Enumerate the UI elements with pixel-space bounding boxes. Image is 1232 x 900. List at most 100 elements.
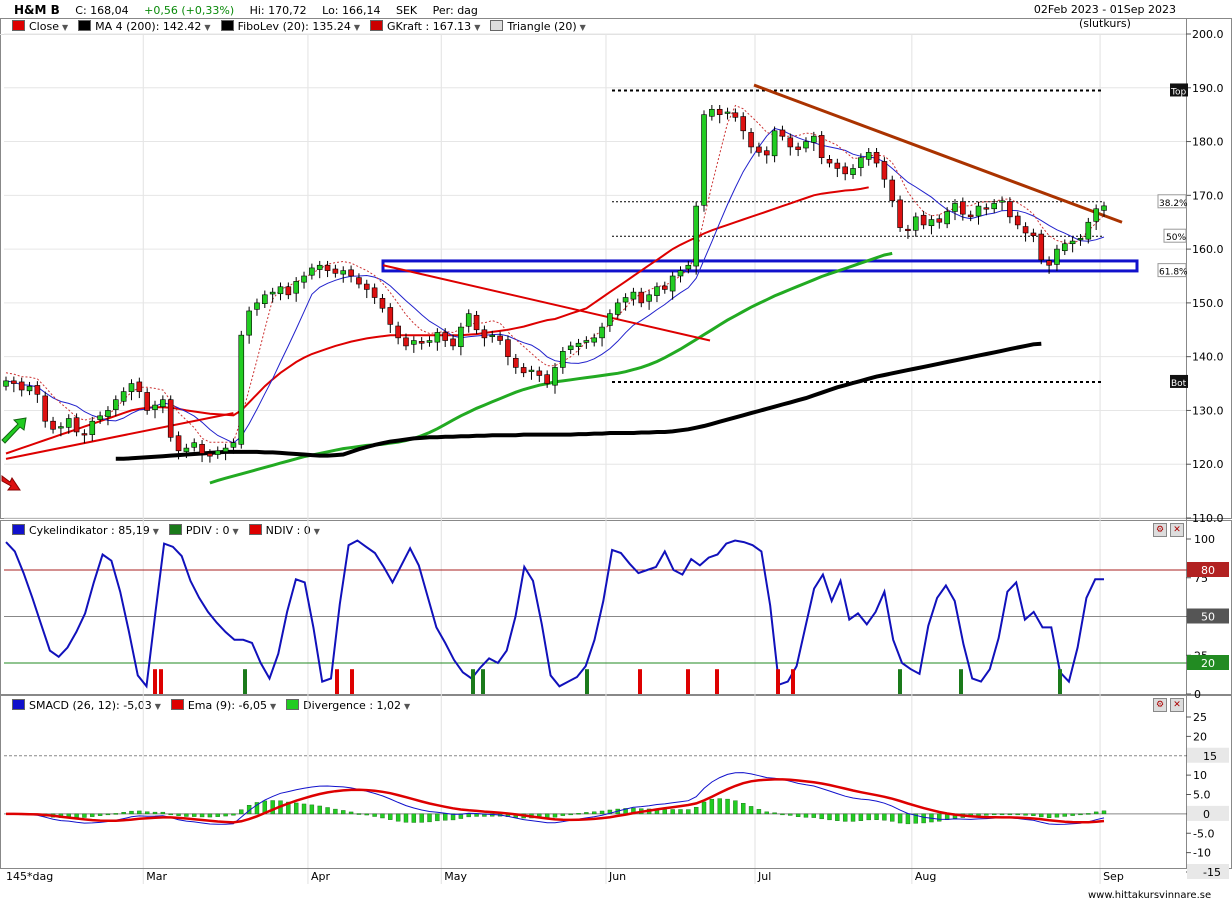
price-legend-item[interactable]: GKraft : 167.13 ▼ [370,19,481,33]
legend-label: Triangle (20) [507,19,577,33]
candle [818,135,825,158]
chevron-down-icon[interactable]: ▼ [61,22,69,32]
wrench-icon[interactable]: ⚙ [1153,698,1167,712]
price-legend-item[interactable]: Triangle (20) ▼ [490,19,586,33]
macd-legend-item[interactable]: Ema (9): -6,05 ▼ [170,698,277,712]
price-tick-label: 130.0 [1192,404,1224,417]
chevron-down-icon[interactable]: ▼ [270,701,277,711]
legend-label: PDIV : 0 [185,523,230,537]
chevron-down-icon[interactable]: ▼ [404,701,411,711]
candle [222,447,229,452]
macd-legend-item[interactable]: SMACD (26, 12): -5,03 ▼ [12,698,161,712]
wrench-icon[interactable]: ⚙ [1153,523,1167,537]
candle [795,146,801,150]
candle [113,399,119,410]
chevron-down-icon[interactable]: ▼ [154,701,161,711]
candle [183,447,190,452]
divergence-bar [1078,813,1083,816]
close-icon[interactable]: ✕ [1170,523,1184,537]
chevron-down-icon[interactable]: ▼ [579,22,586,32]
candle [944,211,950,225]
fib62-tag-bg [1157,263,1187,278]
candle [732,112,739,118]
divergence-bar [152,811,158,815]
divergence-bar [293,802,299,815]
candle [638,291,645,304]
month-label: Jul [757,870,771,883]
close-icon[interactable]: ✕ [1170,698,1184,712]
osc-legend-item[interactable]: NDIV : 0 ▼ [248,523,320,537]
divergence-bar [286,801,291,815]
divergence-bar [341,810,346,815]
candle [1007,201,1013,218]
candle [1069,240,1076,245]
candle [975,205,982,217]
osc-legend-item[interactable]: PDIV : 0 ▼ [168,523,239,537]
candle [152,404,158,410]
pdiv-bar [471,669,475,694]
price-legend-item[interactable]: Close ▼ [12,19,69,33]
bot-tag-bg [1170,374,1188,388]
price-legend-item[interactable]: FiboLev (20): 135.24 ▼ [220,19,360,33]
osc-tag-50-bg [1187,608,1229,624]
candle [11,380,17,384]
candle [677,270,684,277]
divergence-bar [592,811,597,815]
price-legend-item[interactable]: MA 4 (200): 142.42 ▼ [78,19,211,33]
divergence-bar [309,804,315,815]
candle [42,395,49,422]
candle [442,332,449,341]
candle [936,218,943,223]
candle [1038,233,1045,261]
divergence-bar [207,813,213,818]
candle [89,420,96,435]
divergence-bar [756,809,762,815]
month-label: Mar [146,870,167,883]
candle [544,374,550,384]
macd-panel-tools: ⚙ ✕ [1150,697,1184,712]
macd-tick-label: 20 [1193,730,1207,743]
divergence-bar [709,798,715,815]
osc-tag-50: 50 [1201,611,1215,624]
divergence-bar [388,813,393,820]
candle [779,129,786,137]
osc-legend-item[interactable]: Cykelindikator : 85,19 ▼ [12,523,159,537]
candle [120,391,127,402]
chevron-down-icon[interactable]: ▼ [152,526,159,536]
candle [669,275,676,292]
legend-swatch [490,19,504,31]
divergence-bar [356,813,362,815]
divergence-bar [1093,811,1099,815]
divergence-bar [552,813,558,818]
divergence-bar [348,811,354,815]
pdiv-bar [1058,669,1062,694]
divergence-bar [560,813,566,816]
resistance-box [381,259,1139,273]
osc-tag-80: 80 [1201,564,1215,577]
candle [1014,215,1021,226]
chevron-down-icon[interactable]: ▼ [204,22,211,32]
divergence-bar [231,813,236,816]
price-basis: (slutkurs) [1078,17,1131,30]
candle [724,111,731,114]
chevron-down-icon[interactable]: ▼ [313,526,320,536]
candle [379,298,386,309]
currency: SEK [396,4,418,17]
month-label: Sep [1103,870,1124,883]
legend-swatch [12,523,25,535]
chevron-down-icon[interactable]: ▼ [353,22,360,32]
divergence-bar [137,810,142,815]
divergence-bar [874,813,879,820]
candle [254,302,260,310]
divergence-bar [97,813,103,816]
divergence-bar [842,813,848,822]
divergence-bar [788,813,793,816]
macd-tag-0: 0 [1203,808,1210,821]
chevron-down-icon[interactable]: ▼ [474,22,481,32]
candle [803,141,809,149]
divergence-bar [811,813,817,818]
macd-legend-item[interactable]: Divergence : 1,02 ▼ [286,698,411,712]
chevron-down-icon[interactable]: ▼ [232,526,239,536]
candle [999,200,1005,203]
